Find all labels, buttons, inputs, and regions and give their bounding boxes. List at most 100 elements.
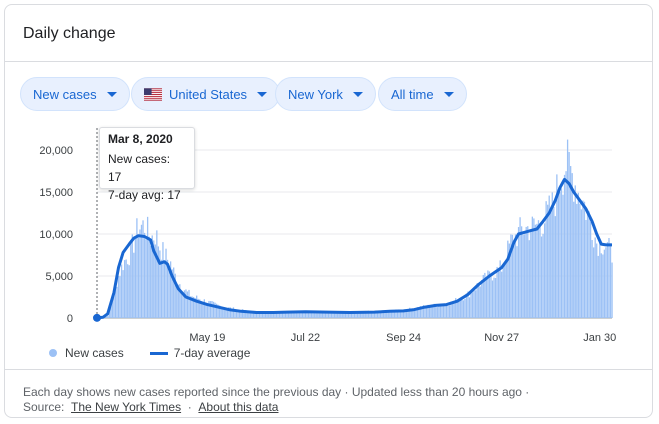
case-bar: [252, 310, 255, 318]
case-bar: [156, 230, 158, 318]
chart-legend: New cases 7-day average: [49, 346, 250, 360]
case-bar: [409, 307, 411, 318]
about-data-link[interactable]: About this data: [198, 400, 279, 414]
case-bar: [470, 291, 472, 318]
metric-dropdown[interactable]: New cases: [20, 77, 130, 111]
case-bar: [537, 220, 540, 318]
case-bar: [114, 284, 117, 318]
case-bar: [599, 239, 601, 318]
case-bar: [281, 313, 284, 318]
case-bar: [107, 316, 109, 318]
case-bar: [517, 227, 520, 318]
case-bar: [122, 270, 124, 318]
country-label: United States: [169, 86, 248, 102]
country-dropdown[interactable]: United States: [131, 77, 281, 111]
case-bar: [265, 312, 267, 318]
case-bar: [582, 200, 584, 318]
case-bar: [326, 313, 328, 318]
case-bar: [151, 235, 153, 318]
case-bar: [166, 259, 169, 318]
case-bar: [461, 298, 463, 318]
case-bar: [301, 311, 304, 318]
case-bar: [134, 238, 137, 318]
x-tick-label: Jan 30: [583, 332, 616, 343]
case-bar: [485, 279, 488, 318]
case-bar: [442, 304, 445, 318]
case-bar: [294, 312, 296, 318]
average-legend-label: 7-day average: [173, 346, 251, 360]
case-bar: [248, 311, 250, 318]
case-bar: [219, 305, 221, 318]
case-bar: [562, 194, 564, 318]
case-bar: [548, 195, 550, 318]
case-bar: [111, 298, 114, 318]
case-bar: [389, 310, 391, 318]
average-line: [96, 177, 612, 320]
case-bar: [474, 290, 477, 318]
case-bar: [268, 313, 270, 318]
case-bar: [182, 292, 184, 318]
card-title: Daily change: [23, 25, 116, 42]
case-bar: [291, 312, 293, 318]
case-bar: [205, 303, 207, 318]
case-bar: [421, 307, 423, 318]
case-bar: [366, 311, 368, 318]
case-bar: [330, 312, 333, 318]
case-bar: [497, 268, 500, 318]
case-bar: [519, 217, 521, 318]
case-bar: [157, 246, 160, 318]
case-bar: [588, 211, 590, 318]
case-bar: [464, 298, 466, 318]
case-bar: [120, 264, 123, 318]
case-bar: [169, 261, 172, 318]
case-bar: [516, 246, 518, 318]
period-dropdown[interactable]: All time: [378, 77, 467, 111]
case-bar: [473, 290, 475, 318]
case-bar: [542, 233, 544, 318]
case-bar: [594, 237, 596, 318]
case-bar: [560, 188, 563, 318]
case-bar: [235, 309, 238, 318]
case-bar: [396, 310, 399, 318]
case-bar: [493, 277, 495, 318]
case-bar: [577, 192, 579, 318]
case-bar: [553, 206, 555, 318]
case-bar: [363, 311, 365, 318]
case-bar: [395, 309, 397, 318]
case-bar: [570, 166, 572, 318]
case-bar: [488, 271, 491, 318]
case-bar: [603, 249, 606, 318]
case-bar: [353, 312, 356, 318]
case-bar: [117, 276, 120, 318]
nyt-source-link[interactable]: The New York Times: [71, 400, 182, 414]
case-bar: [407, 310, 409, 318]
case-bar: [502, 266, 504, 318]
case-bar: [168, 266, 170, 318]
region-dropdown[interactable]: New York: [275, 77, 376, 111]
case-bar: [494, 277, 497, 318]
case-bar: [413, 308, 415, 318]
case-bar: [266, 311, 268, 318]
case-bar: [349, 312, 351, 318]
case-bar: [438, 306, 440, 318]
daily-cases-chart[interactable]: 0 5,000 10,000 15,000 20,000 May 19 Jul 22 Sep …: [5, 123, 654, 343]
case-bar: [249, 312, 251, 318]
case-bar: [375, 310, 377, 318]
case-bar: [222, 307, 224, 318]
case-bar: [566, 139, 569, 318]
case-bar: [360, 311, 362, 318]
case-bar: [255, 313, 258, 318]
case-bar: [528, 240, 530, 318]
case-bar: [295, 312, 297, 318]
case-bar: [347, 311, 350, 318]
footer-divider: [5, 369, 652, 370]
case-bar: [194, 297, 196, 318]
case-bar: [310, 311, 313, 318]
new-cases-legend-label: New cases: [65, 346, 124, 360]
x-tick-label: Sep 24: [386, 332, 421, 343]
case-bar: [108, 309, 110, 318]
case-bar: [131, 234, 133, 318]
case-bar: [180, 290, 183, 318]
case-bar: [435, 305, 437, 318]
case-bar: [467, 291, 469, 318]
